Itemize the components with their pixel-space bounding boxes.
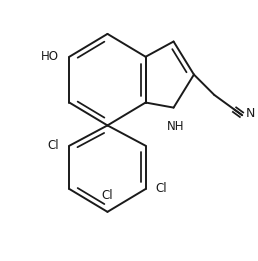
Text: Cl: Cl: [156, 182, 167, 195]
Text: N: N: [246, 108, 255, 121]
Text: Cl: Cl: [47, 139, 59, 152]
Text: HO: HO: [41, 50, 59, 63]
Text: Cl: Cl: [102, 189, 113, 202]
Text: NH: NH: [167, 120, 185, 133]
